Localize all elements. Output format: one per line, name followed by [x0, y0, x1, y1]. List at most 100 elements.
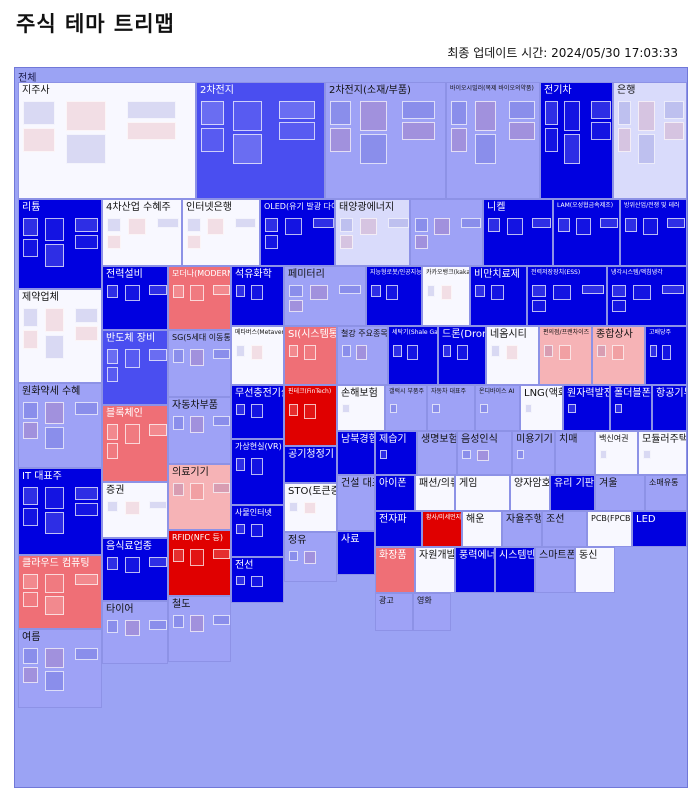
stock-block[interactable] [190, 483, 204, 500]
stock-block[interactable] [45, 487, 64, 509]
stock-block[interactable] [213, 416, 230, 426]
treemap-tile[interactable]: 음식료업종 [102, 538, 168, 601]
stock-block[interactable] [443, 345, 451, 357]
treemap-tile[interactable]: 양자암호 [510, 475, 550, 511]
stock-block[interactable] [173, 349, 184, 363]
stock-block[interactable] [304, 404, 316, 419]
stock-block[interactable] [207, 218, 224, 235]
stock-block[interactable] [285, 218, 302, 235]
stock-block[interactable] [125, 501, 140, 515]
stock-block[interactable] [233, 101, 262, 131]
stock-block[interactable] [475, 134, 496, 164]
stock-block[interactable] [662, 285, 684, 294]
treemap-tile[interactable]: 자율주행차 [502, 511, 542, 547]
treemap-tile[interactable]: 타이어 [102, 601, 168, 664]
treemap-root[interactable]: 지주사 2차전지 2차전지(소재/부품) 바이오시밀러(복제 바이오의약품) 전기차 은행… [14, 67, 688, 788]
stock-block[interactable] [304, 551, 316, 564]
stock-block[interactable] [45, 308, 64, 332]
stock-block[interactable] [576, 218, 591, 235]
stock-block[interactable] [251, 345, 263, 360]
stock-block[interactable] [402, 101, 435, 119]
treemap-tile[interactable]: 게임 [455, 475, 510, 511]
stock-block[interactable] [236, 524, 245, 534]
stock-block[interactable] [612, 300, 626, 312]
stock-block[interactable] [667, 218, 685, 228]
stock-block[interactable] [545, 128, 558, 152]
stock-block[interactable] [532, 285, 546, 297]
stock-block[interactable] [107, 349, 118, 364]
stock-block[interactable] [233, 134, 262, 164]
stock-block[interactable] [612, 285, 626, 297]
treemap-tile[interactable]: 조선 [542, 511, 587, 547]
stock-block[interactable] [45, 671, 64, 691]
treemap-tile[interactable]: 전력설비 [102, 266, 168, 330]
stock-block[interactable] [149, 349, 167, 361]
stock-block[interactable] [475, 101, 496, 131]
stock-block[interactable] [393, 345, 402, 357]
stock-block[interactable] [427, 285, 435, 297]
stock-block[interactable] [149, 501, 167, 509]
treemap-tile[interactable]: 패션/의류 [415, 475, 455, 511]
stock-block[interactable] [591, 101, 611, 119]
stock-block[interactable] [45, 427, 64, 449]
stock-block[interactable] [23, 402, 38, 419]
stock-block[interactable] [235, 218, 256, 228]
stock-block[interactable] [342, 404, 350, 413]
stock-block[interactable] [23, 422, 38, 439]
stock-block[interactable] [23, 592, 38, 607]
treemap-tile[interactable]: 철강 주요종목 [337, 326, 388, 385]
treemap-tile[interactable]: 전기차 [540, 82, 613, 199]
stock-block[interactable] [650, 345, 657, 357]
treemap-tile[interactable]: 네옴시티 [486, 326, 539, 385]
stock-block[interactable] [45, 244, 64, 267]
treemap-tile[interactable]: 니켈 [483, 199, 553, 266]
stock-block[interactable] [340, 218, 353, 232]
stock-block[interactable] [432, 404, 440, 413]
stock-block[interactable] [564, 101, 580, 131]
treemap-tile[interactable]: 자동차 대표주 [427, 385, 475, 431]
stock-block[interactable] [149, 557, 167, 567]
stock-block[interactable] [213, 349, 230, 359]
stock-block[interactable] [149, 285, 167, 295]
stock-block[interactable] [213, 483, 230, 493]
stock-block[interactable] [173, 549, 184, 562]
treemap-tile[interactable]: 리튬 [18, 199, 102, 289]
stock-block[interactable] [279, 101, 315, 119]
stock-block[interactable] [23, 218, 38, 236]
treemap-tile[interactable]: 소매유통 [645, 475, 687, 511]
stock-block[interactable] [251, 576, 263, 587]
stock-block[interactable] [236, 345, 245, 357]
treemap-tile[interactable]: 화장품 [375, 547, 415, 593]
treemap-tile[interactable]: 4차산업 수혜주 [102, 199, 182, 266]
treemap-tile[interactable]: 손해보험 [337, 385, 385, 431]
treemap-tile[interactable]: SI(시스템통합) [284, 326, 337, 385]
stock-block[interactable] [304, 345, 316, 360]
stock-block[interactable] [407, 345, 418, 360]
treemap-tile[interactable]: 바이오시밀러(복제 바이오의약품) [446, 82, 540, 199]
stock-block[interactable] [213, 549, 230, 559]
stock-block[interactable] [251, 458, 263, 475]
treemap-tile[interactable]: 지주사 [18, 82, 196, 199]
stock-block[interactable] [23, 308, 38, 327]
stock-block[interactable] [625, 218, 637, 232]
treemap-tile[interactable]: LAM(오성협금속제조) [553, 199, 620, 266]
treemap-tile[interactable]: 자동차부품 [168, 397, 231, 464]
stock-block[interactable] [415, 235, 428, 249]
treemap-tile[interactable]: 겨울 [595, 475, 645, 511]
treemap-tile[interactable]: 남북경협 [337, 431, 375, 475]
stock-block[interactable] [638, 134, 655, 164]
stock-block[interactable] [75, 326, 98, 341]
stock-block[interactable] [451, 128, 467, 152]
treemap-tile[interactable]: 가상현실(VR) [231, 439, 284, 505]
stock-block[interactable] [251, 404, 263, 418]
stock-block[interactable] [517, 450, 524, 459]
treemap-tile[interactable]: PCB(FPCB 등) [587, 511, 632, 547]
stock-block[interactable] [558, 218, 570, 232]
treemap-tile[interactable]: 생명보험 [417, 431, 457, 475]
treemap-tile[interactable]: 온디바이스 AI [475, 385, 520, 431]
treemap-tile[interactable]: 미용기기 [512, 431, 555, 475]
stock-block[interactable] [507, 218, 523, 235]
treemap-tile[interactable]: 반도체 장비 [102, 330, 168, 405]
treemap-tile[interactable]: 냉각시스템/액침냉각 [607, 266, 687, 326]
treemap-tile[interactable]: 전자파 [375, 511, 422, 547]
